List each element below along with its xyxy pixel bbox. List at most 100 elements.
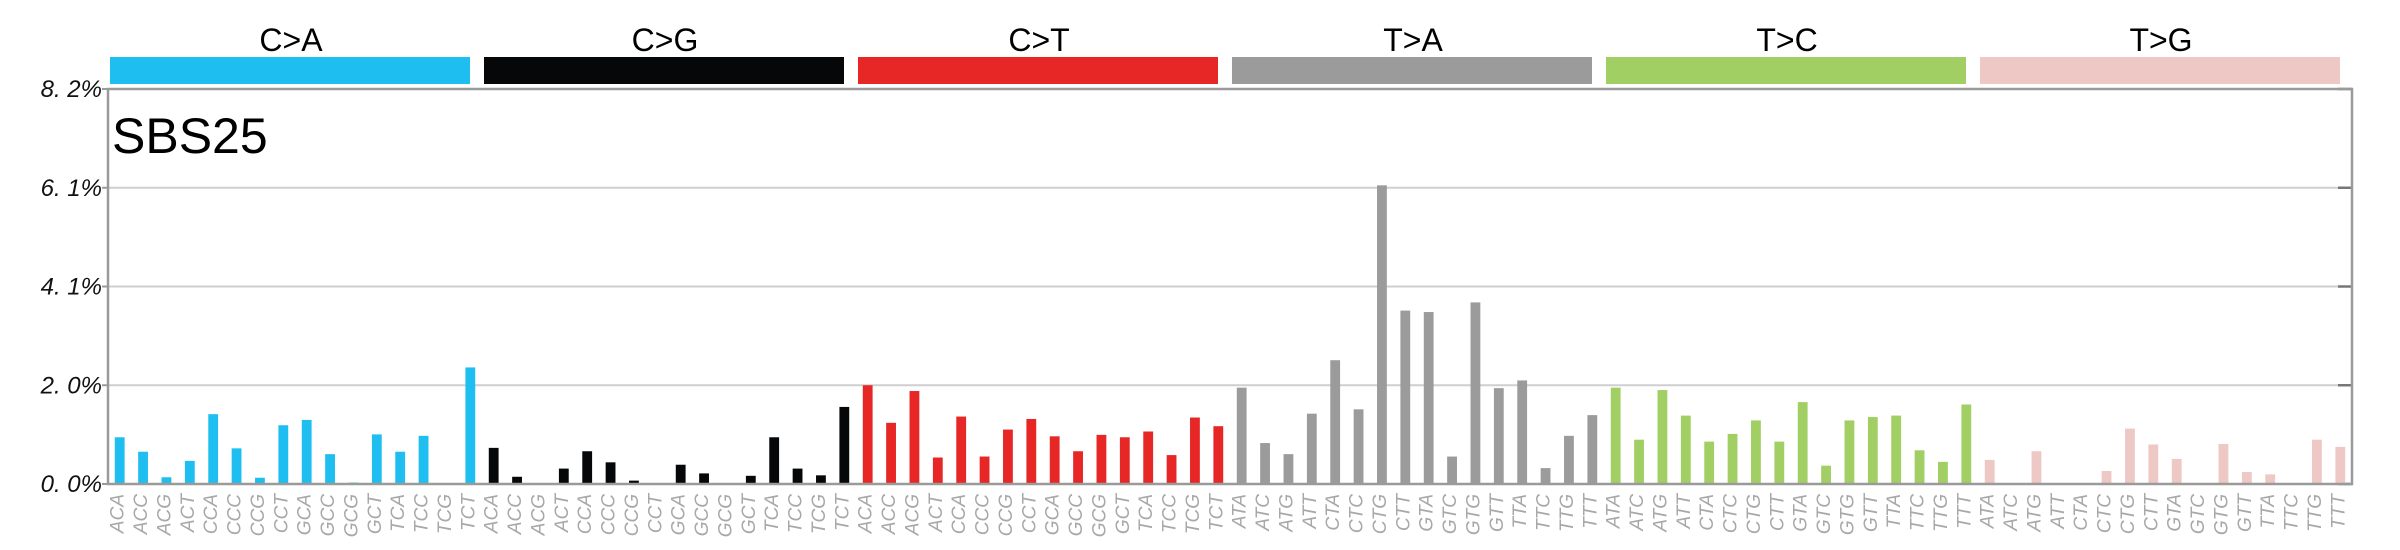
x-tick-label: GCG <box>715 494 736 537</box>
x-tick-label: ATT <box>1674 493 1695 530</box>
x-tick-label: GTG <box>2211 494 2232 535</box>
bar <box>255 477 265 484</box>
x-tick-label: GCC <box>318 494 339 537</box>
bar <box>675 464 686 484</box>
bar <box>278 425 289 484</box>
bar <box>1634 439 1644 484</box>
bar <box>1867 417 1878 484</box>
bar <box>1680 415 1691 484</box>
x-tick-label: GCT <box>739 493 760 535</box>
x-tick-label: TTT <box>1580 493 1601 529</box>
bar <box>231 448 242 484</box>
bar <box>1306 413 1317 484</box>
x-tick-label: CTC <box>2095 494 2116 533</box>
bar <box>1961 404 1972 484</box>
mutation-type-header-labels: C>A C>G C>T T>A T>C T>G <box>259 22 2192 58</box>
x-tick-label: TTC <box>2282 494 2303 531</box>
bar <box>1493 388 1504 484</box>
x-tick-label: ATC <box>2001 494 2022 532</box>
x-tick-label: GTA <box>2165 494 2186 532</box>
bars <box>114 185 2346 484</box>
x-tick-label: ACC <box>505 494 526 535</box>
bar <box>1283 454 1294 484</box>
bar <box>745 475 756 484</box>
x-tick-label: TCG <box>1183 494 1204 534</box>
bar <box>161 477 172 484</box>
x-tick-label: CTT <box>2141 493 2162 531</box>
x-tick-label: TCG <box>809 494 830 534</box>
bar <box>1704 441 1715 484</box>
bar <box>512 476 522 484</box>
mutation-type-label: T>G <box>2129 22 2192 58</box>
mutation-type-bar <box>484 57 844 84</box>
bar <box>1166 455 1177 484</box>
bar <box>114 437 125 484</box>
mutation-type-label: T>C <box>1756 22 1817 58</box>
x-tick-label: CCA <box>949 494 970 534</box>
x-tick-label: CTA <box>1323 494 1344 531</box>
bar <box>1377 185 1387 484</box>
bar <box>558 468 569 484</box>
bar <box>629 480 639 484</box>
x-tick-label: TTG <box>1557 494 1578 532</box>
bar <box>1190 417 1200 484</box>
x-tick-label: ACT <box>178 493 199 533</box>
bar <box>2241 471 2252 484</box>
bar <box>2218 444 2229 484</box>
y-axis: 0. 0% 2. 0% 4. 1% 6. 1% 8. 2% <box>40 76 2352 498</box>
x-tick-label: ATC <box>1627 494 1648 532</box>
x-tick-label: TTT <box>1954 493 1975 529</box>
y-tick-label: 6. 1% <box>41 175 102 202</box>
bar <box>208 414 219 484</box>
bar <box>1610 387 1621 484</box>
bar <box>395 451 406 484</box>
x-tick-label: ATC <box>1253 494 1274 532</box>
x-tick-label: TCC <box>412 494 433 533</box>
bar <box>418 435 429 484</box>
y-tick-label: 4. 1% <box>41 274 102 301</box>
bar <box>1143 431 1154 484</box>
x-tick-label: CCG <box>248 494 269 536</box>
x-tick-label: TCA <box>388 494 409 532</box>
x-tick-label: ACT <box>552 493 573 533</box>
x-tick-label: TCC <box>1160 494 1181 533</box>
bar <box>184 460 195 484</box>
bar <box>2312 439 2322 484</box>
bar <box>1797 402 1808 484</box>
bar <box>1026 418 1037 484</box>
x-tick-label: ATA <box>1978 494 1999 529</box>
x-tick-label: ATT <box>1300 493 1321 530</box>
bar <box>465 367 476 484</box>
bar <box>301 419 312 484</box>
bar <box>816 475 826 484</box>
plot-frame <box>106 87 2354 486</box>
bar <box>2101 470 2112 484</box>
bar <box>699 473 709 484</box>
x-tick-label: GTC <box>1440 494 1461 534</box>
bar <box>792 468 803 484</box>
bar <box>1353 409 1364 484</box>
bar <box>1914 450 1925 484</box>
x-tick-label: CCG <box>622 494 643 536</box>
x-tick-label: GCT <box>365 493 386 535</box>
bar <box>1751 420 1761 484</box>
x-tick-label: CCT <box>1019 493 1040 533</box>
bar <box>605 462 616 484</box>
x-tick-label: ACA <box>856 494 877 534</box>
x-tick-label: GTA <box>1417 494 1438 532</box>
bar <box>371 434 382 484</box>
y-tick-label: 8. 2% <box>41 76 102 103</box>
x-tick-label: ATA <box>1230 494 1251 529</box>
x-tick-label: CTA <box>1697 494 1718 531</box>
x-tick-label: TCT <box>832 493 853 531</box>
x-tick-label: CCC <box>225 494 246 535</box>
bar <box>1774 441 1785 484</box>
mutation-type-label: C>G <box>632 22 699 58</box>
x-tick-label: GCA <box>295 494 316 535</box>
x-tick-label: CTT <box>1393 493 1414 531</box>
x-tick-label: ACC <box>879 494 900 535</box>
bar <box>1236 387 1247 484</box>
bar <box>1096 434 1107 484</box>
x-tick-label: ATG <box>1650 494 1671 533</box>
